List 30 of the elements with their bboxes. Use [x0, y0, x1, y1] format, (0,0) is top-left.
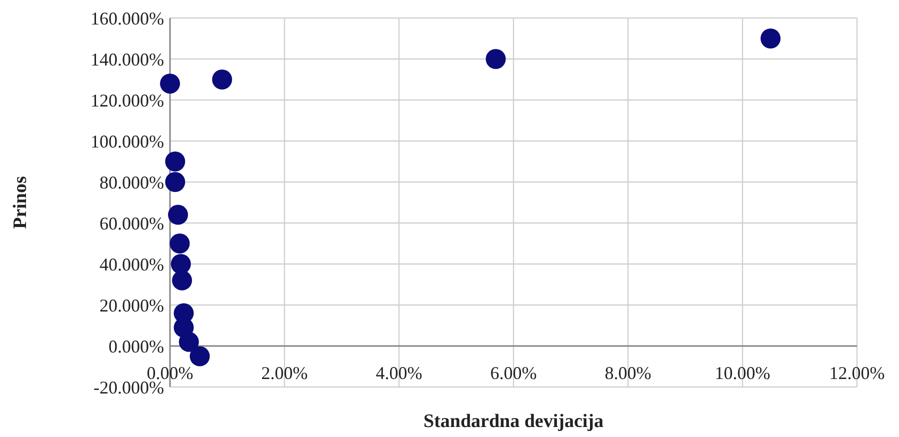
y-tick-label: 20.000%: [100, 295, 164, 316]
y-tick-label: 80.000%: [100, 172, 164, 192]
point: [165, 152, 186, 172]
x-tick-label: 0.00%: [146, 363, 194, 383]
point: [172, 270, 192, 290]
point: [168, 204, 188, 225]
point: [178, 332, 199, 352]
point: [190, 346, 210, 366]
x-tick-label: 8.00%: [604, 363, 652, 383]
x-tick-label: 10.00%: [714, 363, 770, 383]
x-axis-title: Standardna devijacija: [424, 411, 604, 432]
y-tick-label: 140.000%: [90, 49, 164, 70]
x-tick-label: 12.00%: [829, 363, 885, 383]
y-tick-label: 120.000%: [90, 90, 164, 110]
x-tick-label: 4.00%: [376, 363, 422, 383]
point: [486, 49, 506, 69]
point: [170, 254, 191, 274]
point: [165, 172, 186, 192]
point: [170, 234, 190, 254]
y-tick-label: 0.000%: [108, 336, 164, 356]
y-tick-label: 160.000%: [90, 8, 164, 28]
x-tick-label: 6.00%: [490, 363, 537, 383]
y-axis-title: Prinos: [10, 176, 31, 229]
point: [760, 28, 781, 48]
y-tick-label: 60.000%: [100, 213, 164, 234]
point: [160, 74, 180, 94]
x-tick-label: 2.00%: [261, 363, 308, 383]
y-tick-label: 40.000%: [100, 254, 164, 274]
point: [212, 70, 232, 90]
y-tick-label: 100.000%: [90, 131, 164, 152]
